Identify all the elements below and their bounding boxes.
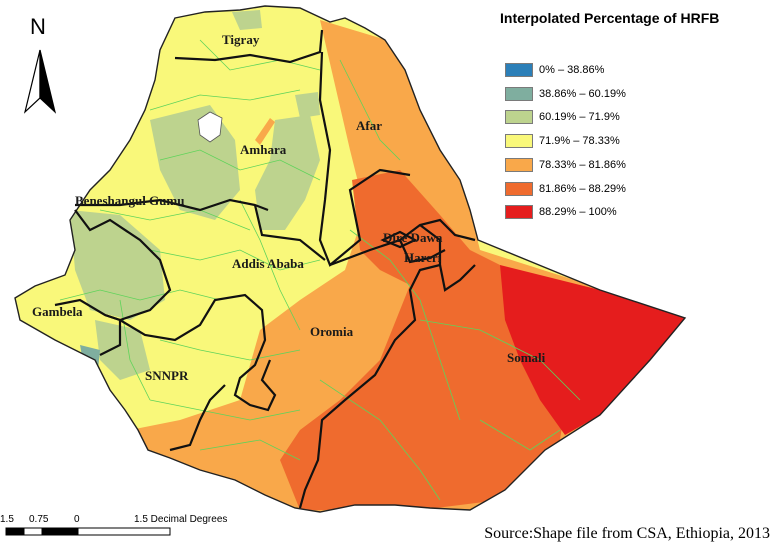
label-addis-ababa: Addis Ababa — [232, 256, 304, 271]
legend-item: 0% – 38.86% — [505, 62, 604, 78]
zone-boundaries — [59, 39, 581, 501]
legend-item: 38.86% – 60.19% — [505, 86, 626, 102]
legend-swatch — [505, 134, 533, 149]
scale-tick-1: 1.5 — [0, 514, 14, 525]
zone-82-88 — [280, 170, 580, 510]
north-label: N — [30, 14, 46, 39]
label-hareri: Hareri — [404, 250, 442, 265]
scale-bar — [5, 527, 171, 536]
scale-tick-2: 0.75 — [29, 514, 49, 525]
scale-tick-4: 1.5 Decimal Degrees — [134, 514, 228, 525]
zone-60-72-d — [95, 320, 150, 380]
legend-swatch — [505, 63, 533, 77]
north-arrow-icon — [23, 49, 57, 114]
zone-60-72-b — [255, 115, 320, 230]
lake-tana — [197, 111, 223, 143]
label-afar: Afar — [356, 118, 382, 133]
legend-label: 81.86% – 88.29% — [539, 182, 626, 195]
regional-boundaries — [54, 29, 476, 509]
label-amhara: Amhara — [240, 142, 287, 157]
legend-item: 71.9% – 78.33% — [505, 133, 620, 149]
label-dire-dawa: Dire Dawa — [383, 230, 443, 245]
label-oromia: Oromia — [310, 324, 354, 339]
legend-swatch — [505, 110, 533, 125]
zone-60-72-e — [232, 10, 262, 30]
scale-tick-3: 0 — [74, 514, 80, 525]
legend-label: 88.29% – 100% — [539, 206, 617, 219]
source-text: Source:Shape file from CSA, Ethiopia, 20… — [484, 525, 770, 542]
legend-label: 60.19% – 71.9% — [539, 111, 620, 124]
legend-swatch — [505, 181, 533, 196]
zone-78-82-strip — [255, 118, 275, 145]
label-gambela: Gambela — [32, 304, 83, 319]
legend-label: 0% – 38.86% — [539, 64, 605, 76]
legend-title: Interpolated Percentage of HRFB — [500, 10, 720, 26]
legend-label: 38.86% – 60.19% — [539, 87, 626, 100]
zone-60-72-f — [295, 92, 320, 118]
region-labels: Tigray Afar Amhara Beneshangul Gumu Dire… — [32, 32, 546, 383]
legend-swatch — [505, 157, 533, 172]
label-tigray: Tigray — [222, 32, 260, 47]
legend-item: 88.29% – 100% — [505, 204, 617, 220]
label-beneshangul-gumu: Beneshangul Gumu — [75, 193, 184, 208]
country-outline — [14, 5, 687, 513]
legend-label: 71.9% – 78.33% — [539, 135, 620, 148]
label-somali: Somali — [507, 350, 546, 365]
zone-88-100 — [500, 265, 685, 435]
legend-swatch — [505, 205, 533, 220]
legend-item: 81.86% – 88.29% — [505, 181, 626, 197]
legend-label: 78.33% – 81.86% — [539, 158, 626, 171]
legend-item: 78.33% – 81.86% — [505, 157, 626, 173]
legend-swatch — [505, 86, 533, 101]
zone-60-72-c — [70, 210, 165, 320]
label-snnpr: SNNPR — [145, 368, 189, 383]
legend-item: 60.19% – 71.9% — [505, 109, 620, 125]
